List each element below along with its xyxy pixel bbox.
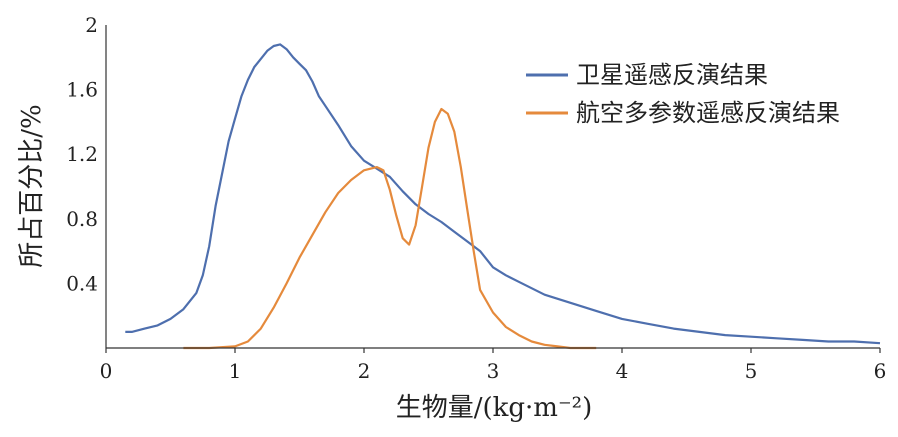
- x-axis-title: 生物量/(kg·m⁻²): [396, 393, 593, 423]
- x-tick-label-3: 3: [487, 359, 500, 383]
- series-line-0: [125, 43, 881, 345]
- y-axis-title: 所占百分比/%: [17, 104, 47, 267]
- y-tick-label-4: 2: [85, 13, 98, 37]
- ticks-layer: 0 1 2 3 4 5 6 0.4 0.8 1.2 1.6 2: [66, 13, 886, 383]
- x-tick-label-6: 6: [874, 359, 887, 383]
- y-tick-label-2: 1.2: [66, 142, 98, 166]
- x-tick-label-4: 4: [616, 359, 629, 383]
- x-tick-label-0: 0: [100, 359, 113, 383]
- x-tick-label-1: 1: [229, 359, 242, 383]
- y-tick-label-0: 0.4: [66, 271, 98, 295]
- series-line-1: [183, 107, 597, 350]
- legend-label-satellite: 卫星遥感反演结果: [576, 61, 768, 89]
- y-tick-label-1: 0.8: [66, 207, 98, 231]
- legend-label-airborne: 航空多参数遥感反演结果: [576, 99, 840, 127]
- y-tick-label-3: 1.6: [66, 78, 98, 102]
- legend: 卫星遥感反演结果 航空多参数遥感反演结果: [526, 61, 840, 127]
- x-tick-label-5: 5: [745, 359, 758, 383]
- series-layer: [125, 43, 881, 350]
- x-tick-label-2: 2: [358, 359, 371, 383]
